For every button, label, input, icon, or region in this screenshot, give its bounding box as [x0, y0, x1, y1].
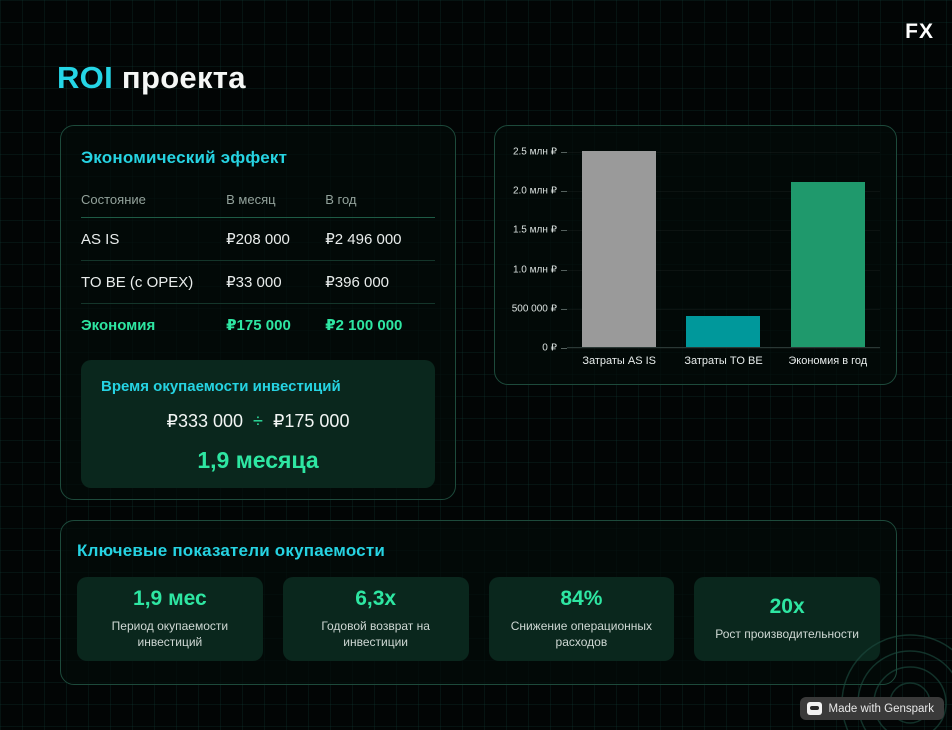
cell-year: ₽396 000 [325, 260, 435, 304]
economic-card-title: Экономический эффект [81, 148, 288, 167]
cell-month: ₽208 000 [226, 217, 326, 261]
cell-state: Экономия [81, 316, 156, 334]
y-axis-tick-label: 1.0 млн ₽ [512, 264, 557, 276]
payback-result: 1,9 месяца [197, 447, 319, 473]
chart-gridline [567, 348, 880, 349]
kpi-label: Годовой возврат на инвестиции [321, 619, 430, 649]
kpi-value: 6,3x [355, 587, 397, 611]
made-with-genspark-badge[interactable]: Made with Genspark [799, 697, 944, 720]
column-header-month: В месяц [226, 186, 326, 218]
kpi-value: 84% [560, 587, 603, 611]
economic-table: Состояние В месяц В год AS IS ₽208 000 ₽… [81, 186, 435, 346]
y-axis-tick-label: 1.5 млн ₽ [512, 224, 557, 236]
page-title-rest: проекта [113, 60, 246, 95]
payback-box: Время окупаемости инвестиций ₽333 000 ÷ ₽1… [81, 360, 435, 488]
table-row: AS IS ₽208 000 ₽2 496 000 [81, 217, 435, 261]
cell-month: ₽33 000 [226, 260, 326, 304]
chart-bars [567, 151, 880, 347]
chart-gridline [567, 230, 880, 232]
payback-formula: ₽333 000 ÷ ₽175 000 [101, 411, 415, 432]
kpi-card: Ключевые показатели окупаемости 1,9 мес … [60, 520, 897, 685]
chart-gridline [567, 152, 880, 153]
table-header-row: Состояние В месяц В год [81, 186, 435, 218]
cell-month: ₽175 000 [226, 317, 291, 334]
chart-gridline [567, 191, 880, 193]
genspark-icon [806, 702, 822, 715]
axis-tick-mark [561, 191, 567, 193]
chart-bar-column [671, 152, 775, 347]
bar-Затраты TO BE [686, 315, 761, 347]
cell-year: ₽2 496 000 [325, 217, 435, 261]
table-row: TO BE (с OPEX) ₽33 000 ₽396 000 [81, 260, 435, 304]
column-header-state: Состояние [81, 186, 227, 218]
kpi-label: Рост производительности [715, 627, 860, 642]
cell-state: TO BE (с OPEX) [81, 260, 227, 304]
y-axis-tick-label: 2.5 млн ₽ [512, 146, 557, 158]
cell-year: ₽2 100 000 [325, 317, 403, 334]
kpi-row: 1,9 мес Период окупаемости инвестиций 6,… [77, 577, 880, 661]
payback-title: Время окупаемости инвестиций [101, 378, 341, 395]
payback-divisor: ₽175 000 [272, 411, 350, 431]
chart-bar-column [567, 151, 671, 347]
economic-effect-card: Экономический эффект Состояние В месяц В… [60, 125, 456, 500]
kpi-box-opex-reduction: 84% Снижение операционных расходов [488, 577, 675, 661]
bar-Экономия в год [790, 182, 865, 347]
kpi-value: 20x [769, 595, 805, 619]
kpi-label: Снижение операционных расходов [510, 619, 653, 649]
division-sign: ÷ [253, 411, 263, 431]
cost-comparison-chart-card: 2.5 млн ₽ 2.0 млн ₽ 1.5 млн ₽ 1.0 млн ₽ 500 … [494, 125, 897, 385]
axis-tick-mark [561, 230, 567, 232]
axis-tick-mark [561, 348, 567, 349]
y-axis-tick-label: 2.0 млн ₽ [512, 185, 557, 197]
kpi-box-annual-return: 6,3x Годовой возврат на инвестиции [282, 577, 469, 661]
chart-bar-column [776, 152, 880, 347]
cell-state: AS IS [81, 217, 227, 261]
x-axis-label: Затраты AS IS [582, 355, 656, 367]
fx-logo: FX [905, 20, 934, 43]
payback-dividend: ₽333 000 [166, 411, 244, 431]
chart-gridline [567, 269, 880, 271]
genspark-badge-label: Made with Genspark [828, 702, 934, 715]
page-title-accent: ROI [57, 60, 114, 95]
table-row-savings: Экономия ₽175 000 ₽2 100 000 [81, 304, 435, 347]
chart-plot: 2.5 млн ₽ 2.0 млн ₽ 1.5 млн ₽ 1.0 млн ₽ 500 … [512, 147, 880, 367]
kpi-value: 1,9 мес [133, 587, 207, 611]
y-axis-tick-label: 500 000 ₽ [511, 303, 557, 315]
x-axis-label: Затраты TO BE [684, 355, 763, 367]
axis-tick-mark [561, 308, 567, 310]
chart-x-axis-labels: Затраты AS IS Затраты TO BE Экономия в год [567, 347, 880, 367]
kpi-box-payback-period: 1,9 мес Период окупаемости инвестиций [77, 577, 263, 661]
bar-Затраты AS IS [582, 151, 657, 347]
page-title: ROI проекта [57, 60, 246, 96]
y-axis-tick-label: 0 ₽ [542, 342, 557, 354]
axis-tick-mark [561, 152, 567, 153]
column-header-year: В год [325, 186, 435, 218]
x-axis-label: Экономия в год [788, 355, 868, 367]
kpi-card-title: Ключевые показатели окупаемости [77, 541, 386, 560]
chart-gridline [567, 308, 880, 310]
kpi-box-productivity-growth: 20x Рост производительности [694, 577, 880, 661]
axis-tick-mark [561, 269, 567, 271]
kpi-label: Период окупаемости инвестиций [111, 619, 229, 649]
